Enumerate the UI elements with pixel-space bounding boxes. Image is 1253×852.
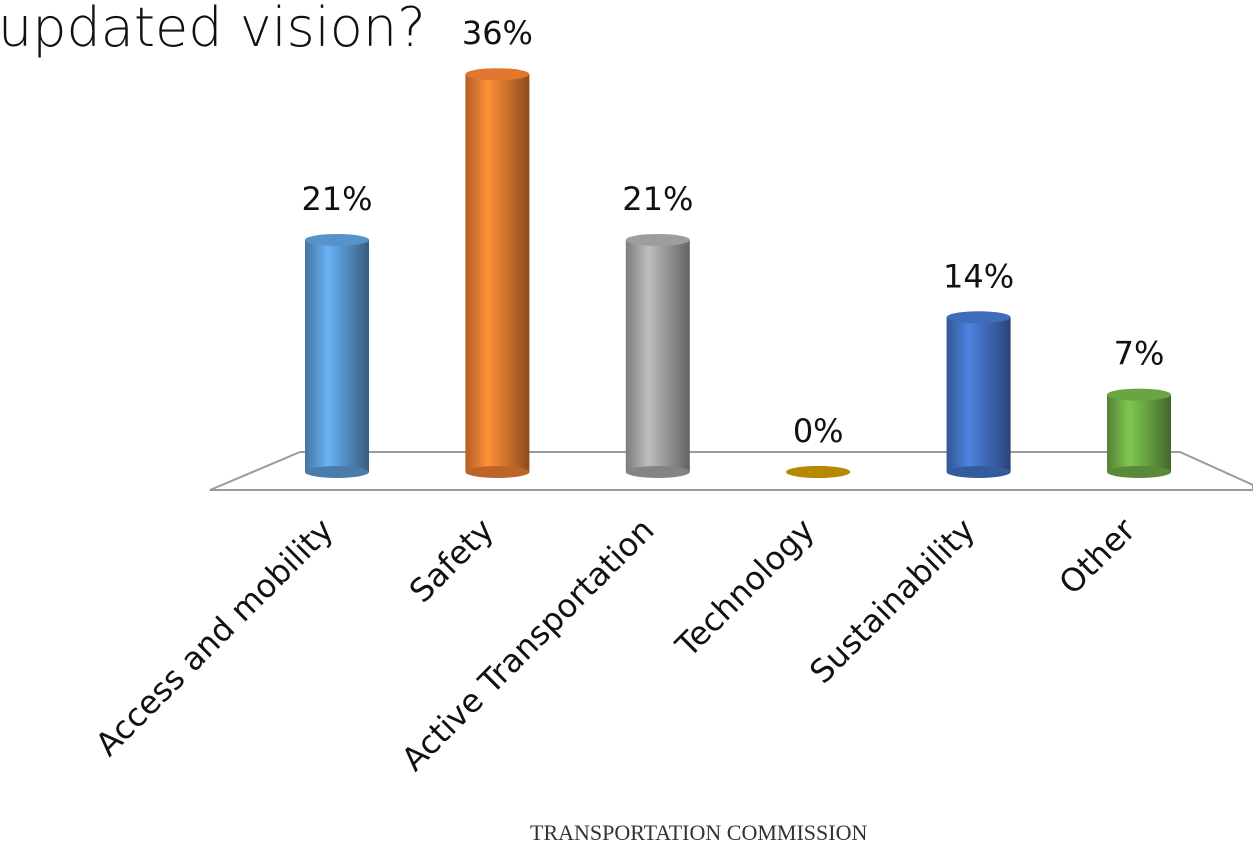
bar-bottom [465, 466, 530, 478]
bar-top [946, 311, 1011, 324]
x-tick-label: Access and mobility [88, 511, 341, 764]
bar [946, 317, 1011, 472]
bar [305, 239, 369, 472]
value-label: 21% [622, 180, 693, 218]
bar-top [1107, 388, 1171, 401]
x-tick-label: Other [1052, 510, 1144, 602]
chart-title: updated vision? [0, 0, 426, 59]
floor [209, 451, 1253, 491]
value-label: 0% [793, 412, 844, 450]
bar-top [305, 233, 369, 246]
value-label: 7% [1114, 335, 1165, 373]
x-tick-label: Safety [402, 511, 501, 610]
bar [1107, 394, 1171, 472]
bar-top [625, 233, 690, 246]
bar-top [465, 68, 530, 81]
value-label: 14% [943, 257, 1014, 295]
value-label: 36% [462, 14, 533, 52]
x-tick-label: Sustainability [802, 511, 982, 691]
bar-top [786, 466, 851, 478]
bar [465, 74, 530, 472]
bar [625, 239, 690, 472]
value-label: 21% [301, 180, 372, 218]
x-tick-label: Technology [668, 511, 822, 665]
footer: TRANSPORTATION COMMISSION [530, 820, 867, 845]
bar-bottom [625, 466, 690, 478]
bar-bottom [946, 466, 1011, 478]
bar-bottom [305, 466, 369, 478]
bar-bottom [1107, 466, 1171, 478]
